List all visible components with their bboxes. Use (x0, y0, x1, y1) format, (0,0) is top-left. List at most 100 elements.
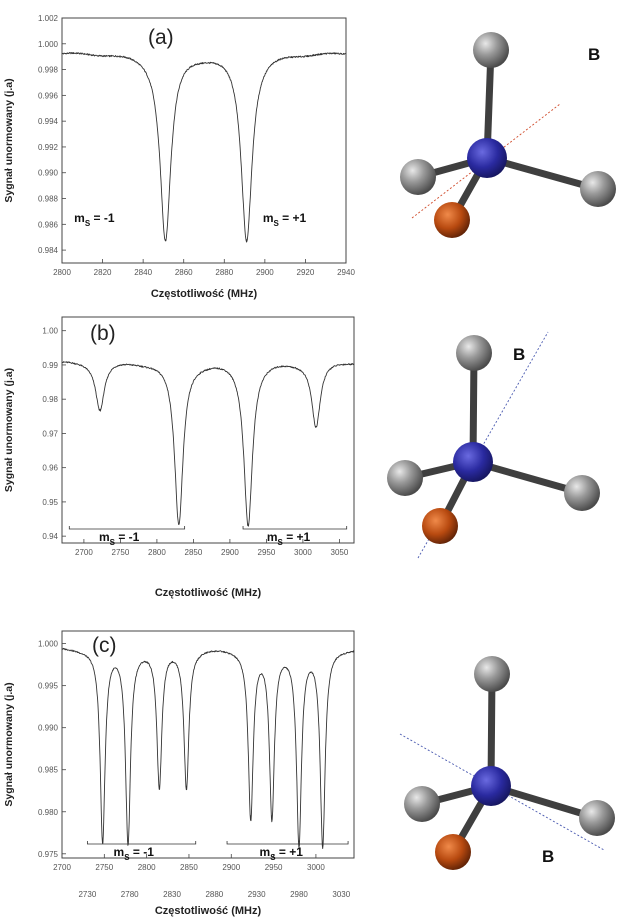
x-tick-label-secondary: 2980 (290, 890, 308, 899)
vacancy-center (471, 766, 511, 806)
nv-center-model-c: B (399, 656, 615, 870)
x-tick-label: 2700 (75, 548, 93, 557)
x-tick-label: 2950 (258, 548, 276, 557)
y-tick-label: 1.000 (38, 40, 59, 49)
x-tick-label: 2850 (180, 863, 198, 872)
x-tick-label: 2850 (185, 548, 203, 557)
y-tick-label: 0.998 (38, 66, 59, 75)
transition-bracket (86, 841, 197, 845)
resonance-dip (164, 239, 167, 241)
x-tick-label: 2880 (215, 268, 233, 277)
x-tick-label: 2860 (175, 268, 193, 277)
resonance-dip (185, 785, 188, 788)
carbon-atom (404, 786, 440, 822)
field-label-b: B (513, 345, 525, 364)
resonance-dip (247, 523, 249, 525)
y-tick-label: 0.97 (42, 429, 58, 438)
x-tick-label: 2750 (112, 548, 130, 557)
spectrum-line (61, 647, 355, 850)
resonance-dip (315, 425, 317, 428)
x-tick-label-secondary: 2880 (205, 890, 223, 899)
x-tick-label: 2920 (297, 268, 315, 277)
carbon-atom (579, 800, 615, 836)
x-tick-label-secondary: 2930 (248, 890, 266, 899)
x-tick-label: 3050 (331, 548, 349, 557)
resonance-dip (102, 840, 104, 842)
x-tick-label-secondary: 2780 (121, 890, 139, 899)
plot-frame (61, 316, 355, 544)
y-tick-label: 0.96 (42, 464, 58, 473)
transition-bracket (226, 841, 349, 845)
y-tick-label: 0.985 (38, 766, 59, 775)
x-tick-label: 2900 (222, 863, 240, 872)
y-tick-label: 0.992 (38, 143, 59, 152)
transition-bracket (242, 526, 348, 530)
y-tick-label: 0.98 (42, 395, 58, 404)
carbon-atom (387, 460, 423, 496)
x-tick-label: 2900 (256, 268, 274, 277)
y-tick-label: 0.99 (42, 361, 58, 370)
ms-plus-one-label: mS = +1 (260, 845, 304, 862)
x-axis-label: Częstotliwość (MHz) (151, 288, 258, 300)
vacancy-center (467, 138, 507, 178)
y-tick-label: 0.975 (38, 850, 59, 859)
x-tick-label: 2940 (337, 268, 355, 277)
y-tick-label: 0.990 (38, 169, 59, 178)
y-tick-label: 1.002 (38, 14, 59, 23)
y-axis-label: Sygnał unormowany (j.a) (3, 78, 15, 202)
y-axis-label: Sygnał unormowany (j.a) (3, 682, 15, 806)
nitrogen-atom (435, 834, 471, 870)
resonance-dip (99, 408, 101, 411)
y-tick-label: 0.980 (38, 808, 59, 817)
ms-minus-one-label: mS = -1 (114, 845, 155, 862)
spectrum-line (61, 52, 347, 243)
spectrum-panel-c: (c) 2700 2750 2800 2850 2900 2950 3000 2730 2780… (3, 630, 355, 917)
y-tick-label: 0.984 (38, 246, 59, 255)
spectrum-line (61, 361, 355, 527)
x-axis-label: Częstotliwość (MHz) (155, 587, 262, 599)
carbon-atom (400, 159, 436, 195)
ms-minus-one-label: mS = -1 (74, 211, 115, 228)
field-label-b: B (588, 45, 600, 64)
x-tick-label: 2950 (265, 863, 283, 872)
x-tick-label-secondary: 2730 (78, 890, 96, 899)
nv-center-model-a: B (400, 32, 616, 238)
resonance-dip (127, 840, 129, 842)
spectrum-panel-b: (b) 2700 2750 2800 2850 2900 2950 3000 3050 0.94… (3, 316, 355, 599)
x-tick-label: 2820 (94, 268, 112, 277)
nitrogen-atom (422, 508, 458, 544)
carbon-atom (456, 335, 492, 371)
panel-label: (b) (90, 322, 116, 345)
plot-frame (61, 630, 355, 859)
y-tick-label: 1.000 (38, 640, 59, 649)
y-tick-label: 0.94 (42, 532, 58, 541)
x-tick-label: 2800 (138, 863, 156, 872)
x-tick-label: 2900 (221, 548, 239, 557)
spectrum-panel-a: (a) 2800 2820 2840 2860 2880 2900 2920 2940 0.98… (3, 14, 355, 300)
resonance-dip (322, 844, 324, 846)
field-direction-line (417, 331, 549, 559)
y-tick-label: 0.988 (38, 195, 59, 204)
x-tick-label: 3000 (307, 863, 325, 872)
resonance-dip (178, 523, 180, 525)
carbon-atom (564, 475, 600, 511)
y-tick-label: 0.95 (42, 498, 58, 507)
carbon-atom (473, 32, 509, 68)
resonance-dip (271, 815, 273, 817)
y-tick-label: 0.994 (38, 117, 59, 126)
resonance-dip (158, 785, 160, 788)
panel-label: (c) (92, 634, 117, 657)
ms-plus-one-label: mS = +1 (267, 530, 311, 547)
x-tick-label-secondary: 2830 (163, 890, 181, 899)
transition-bracket (68, 526, 186, 530)
x-tick-label: 2800 (53, 268, 71, 277)
ms-minus-one-label: mS = -1 (99, 530, 140, 547)
y-tick-label: 0.995 (38, 682, 59, 691)
y-tick-label: 0.986 (38, 220, 59, 229)
x-tick-label: 3000 (294, 548, 312, 557)
x-tick-label: 2700 (53, 863, 71, 872)
y-tick-label: 1.00 (42, 327, 58, 336)
panel-label: (a) (148, 26, 174, 49)
y-axis-label: Sygnał unormowany (j.a) (3, 368, 15, 492)
